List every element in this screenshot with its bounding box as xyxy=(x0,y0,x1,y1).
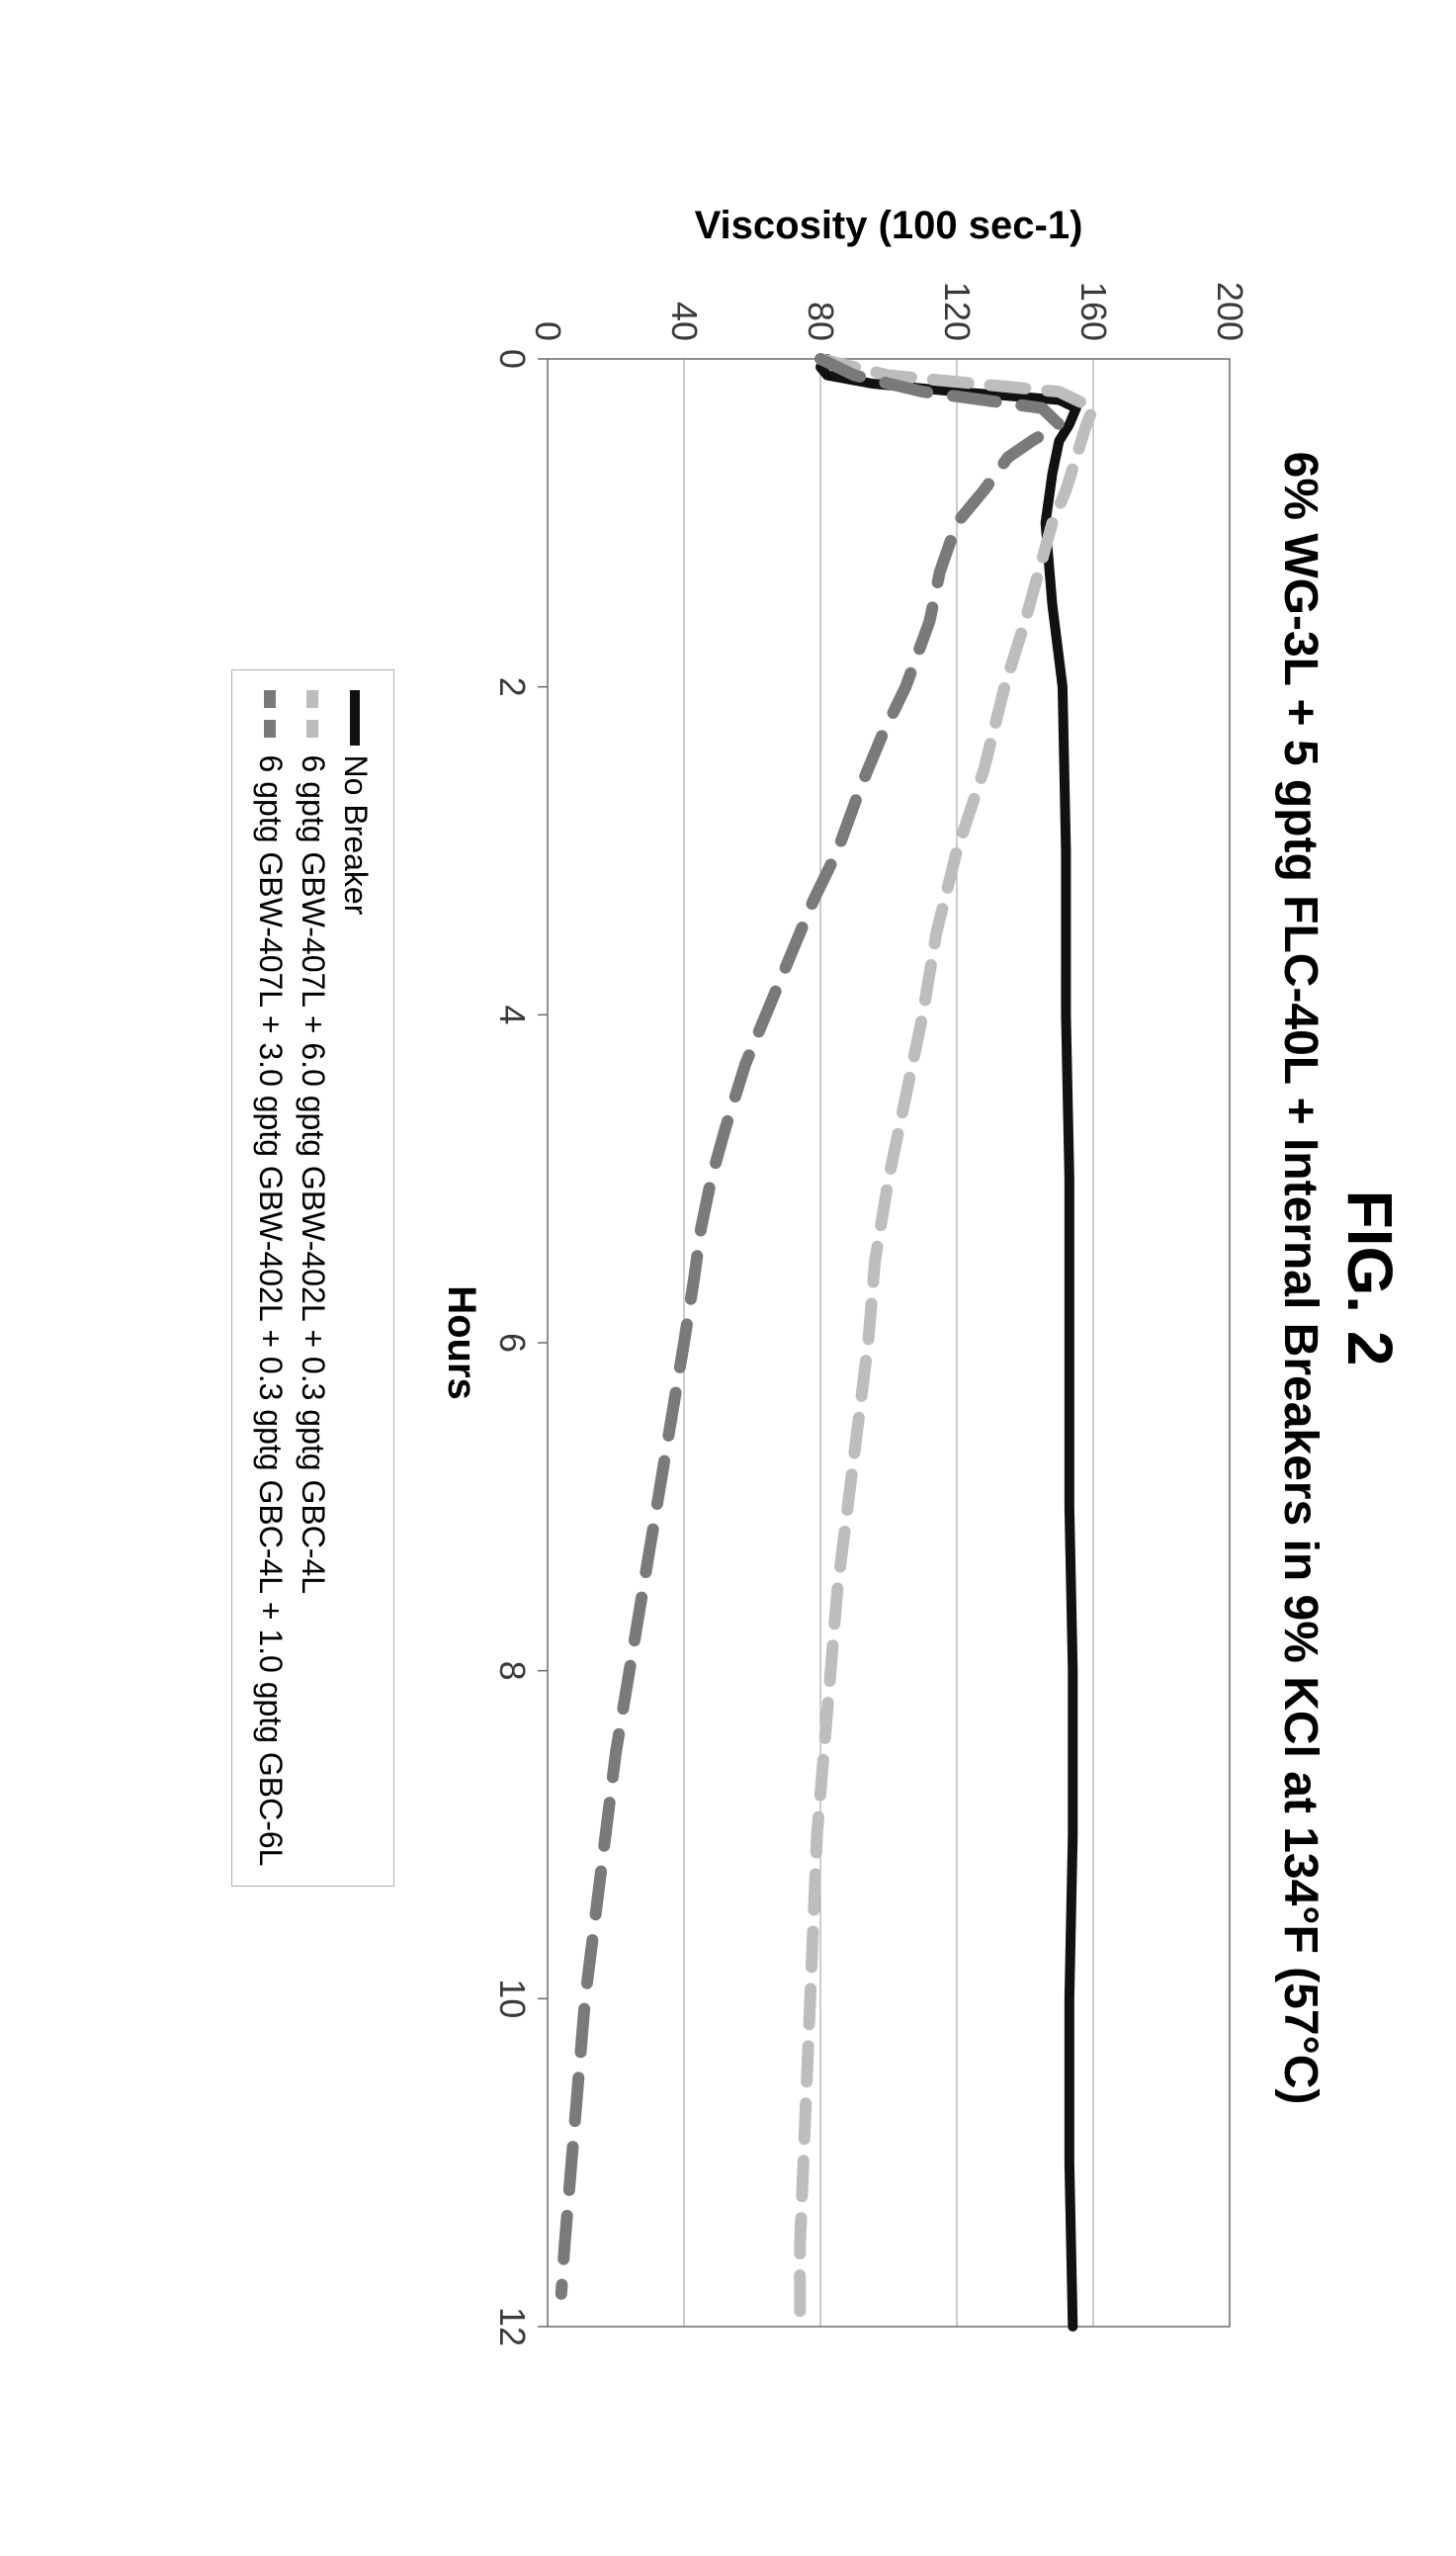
x-tick-label: 10 xyxy=(492,1979,533,2018)
y-tick-label: 0 xyxy=(528,320,568,340)
y-tick-label: 80 xyxy=(801,301,841,340)
x-tick-label: 4 xyxy=(492,1005,533,1024)
rotated-container: FIG. 2 6% WG-3L + 5 gptg FLC-40L + Inter… xyxy=(0,0,1456,2556)
x-tick-label: 6 xyxy=(492,1332,533,1352)
x-tick-label: 8 xyxy=(492,1660,533,1680)
page: FIG. 2 6% WG-3L + 5 gptg FLC-40L + Inter… xyxy=(0,0,1456,2556)
legend-swatch xyxy=(346,690,366,746)
viscosity-chart: 0 40 80 120 160 200 0 2 4 6 8 10 12 Hours Viscosity (1… xyxy=(434,191,1249,2366)
figure-label: FIG. 2 xyxy=(1333,1190,1407,1366)
chart-svg: 0 40 80 120 160 200 0 2 4 6 8 10 12 Hours Viscosity (1… xyxy=(439,191,1249,2366)
y-tick-label: 160 xyxy=(1073,281,1114,340)
figure-title: 6% WG-3L + 5 gptg FLC-40L + Internal Bre… xyxy=(1273,452,1328,2105)
legend-swatch xyxy=(261,690,281,746)
x-tick-label: 0 xyxy=(492,348,533,368)
legend-row: 6 gptg GBW-407L + 6.0 gptg GBW-402L + 0.… xyxy=(295,690,331,1867)
y-tick-label: 40 xyxy=(664,301,705,340)
legend-row: No Breaker xyxy=(337,690,374,1867)
legend-label: No Breaker xyxy=(337,755,374,916)
legend-label: 6 gptg GBW-407L + 6.0 gptg GBW-402L + 0.… xyxy=(295,755,331,1595)
chart-legend: No Breaker6 gptg GBW-407L + 6.0 gptg GBW… xyxy=(231,669,394,1888)
legend-label: 6 gptg GBW-407L + 3.0 gptg GBW-402L + 0.… xyxy=(252,755,289,1867)
x-tick-label: 12 xyxy=(492,2306,533,2345)
y-axis-label: Viscosity (100 sec-1) xyxy=(695,204,1083,247)
x-tick-label: 2 xyxy=(492,676,533,696)
y-tick-label: 200 xyxy=(1210,281,1249,340)
x-axis-label: Hours xyxy=(440,1285,483,1400)
y-tick-label: 120 xyxy=(937,281,978,340)
figure-content: FIG. 2 6% WG-3L + 5 gptg FLC-40L + Inter… xyxy=(0,0,1456,2556)
legend-row: 6 gptg GBW-407L + 3.0 gptg GBW-402L + 0.… xyxy=(252,690,289,1867)
legend-swatch xyxy=(303,690,323,746)
